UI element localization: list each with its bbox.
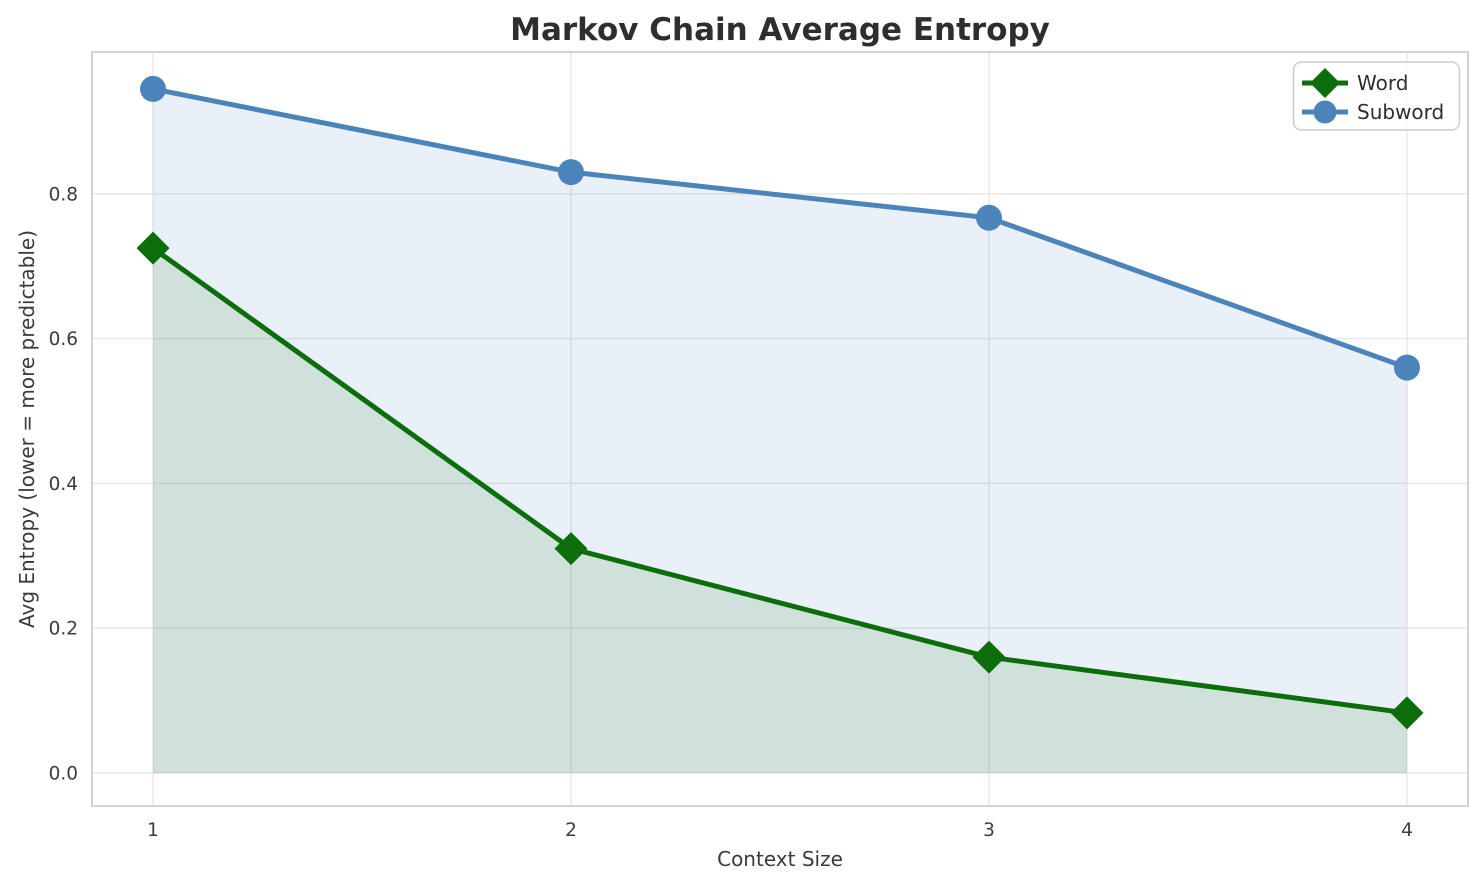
x-tick-label: 4: [1401, 820, 1413, 841]
plot-area: 1 2 3 4 0.0 0.2 0.4 0.6 0.8: [49, 51, 1469, 841]
y-axis-label: Avg Entropy (lower = more predictable): [15, 230, 39, 628]
legend-item-subword: Subword: [1302, 100, 1444, 124]
legend-item-word: Word: [1302, 68, 1408, 98]
series-subword-marker: [558, 159, 585, 186]
legend-word-diamond-icon: [1310, 68, 1340, 98]
series-word-marker: [1390, 696, 1424, 730]
series-word-line: [150, 245, 1410, 716]
y-tick-label: 0.4: [49, 474, 78, 495]
series-subword-marker: [1393, 354, 1420, 381]
chart-title: Markov Chain Average Entropy: [510, 12, 1050, 48]
legend-subword-circle-icon: [1313, 100, 1337, 124]
series-subword-marker: [975, 204, 1002, 231]
series-word-area: [153, 248, 1407, 773]
y-tick-label: 0.0: [49, 763, 78, 784]
x-axis-label: Context Size: [717, 847, 843, 871]
plot-border: [91, 51, 1469, 807]
series-subword-line: [150, 86, 1410, 371]
series-subword-area: [153, 88, 1407, 773]
series-word-marker: [136, 231, 170, 265]
legend: Word Subword: [1292, 61, 1461, 131]
plot-background: [92, 52, 1468, 806]
y-tick-label: 0.2: [49, 619, 78, 640]
x-tick-label: 2: [565, 820, 577, 841]
y-tick-label: 0.8: [49, 184, 78, 205]
series-word-marker: [554, 532, 588, 566]
legend-word-label: Word: [1357, 71, 1408, 95]
series-subword-marker: [140, 75, 167, 102]
x-tick-label: 3: [983, 820, 995, 841]
x-tick-label: 1: [147, 820, 159, 841]
series-word-marker: [972, 640, 1006, 674]
y-tick-label: 0.6: [49, 329, 78, 350]
legend-subword-label: Subword: [1357, 100, 1444, 124]
